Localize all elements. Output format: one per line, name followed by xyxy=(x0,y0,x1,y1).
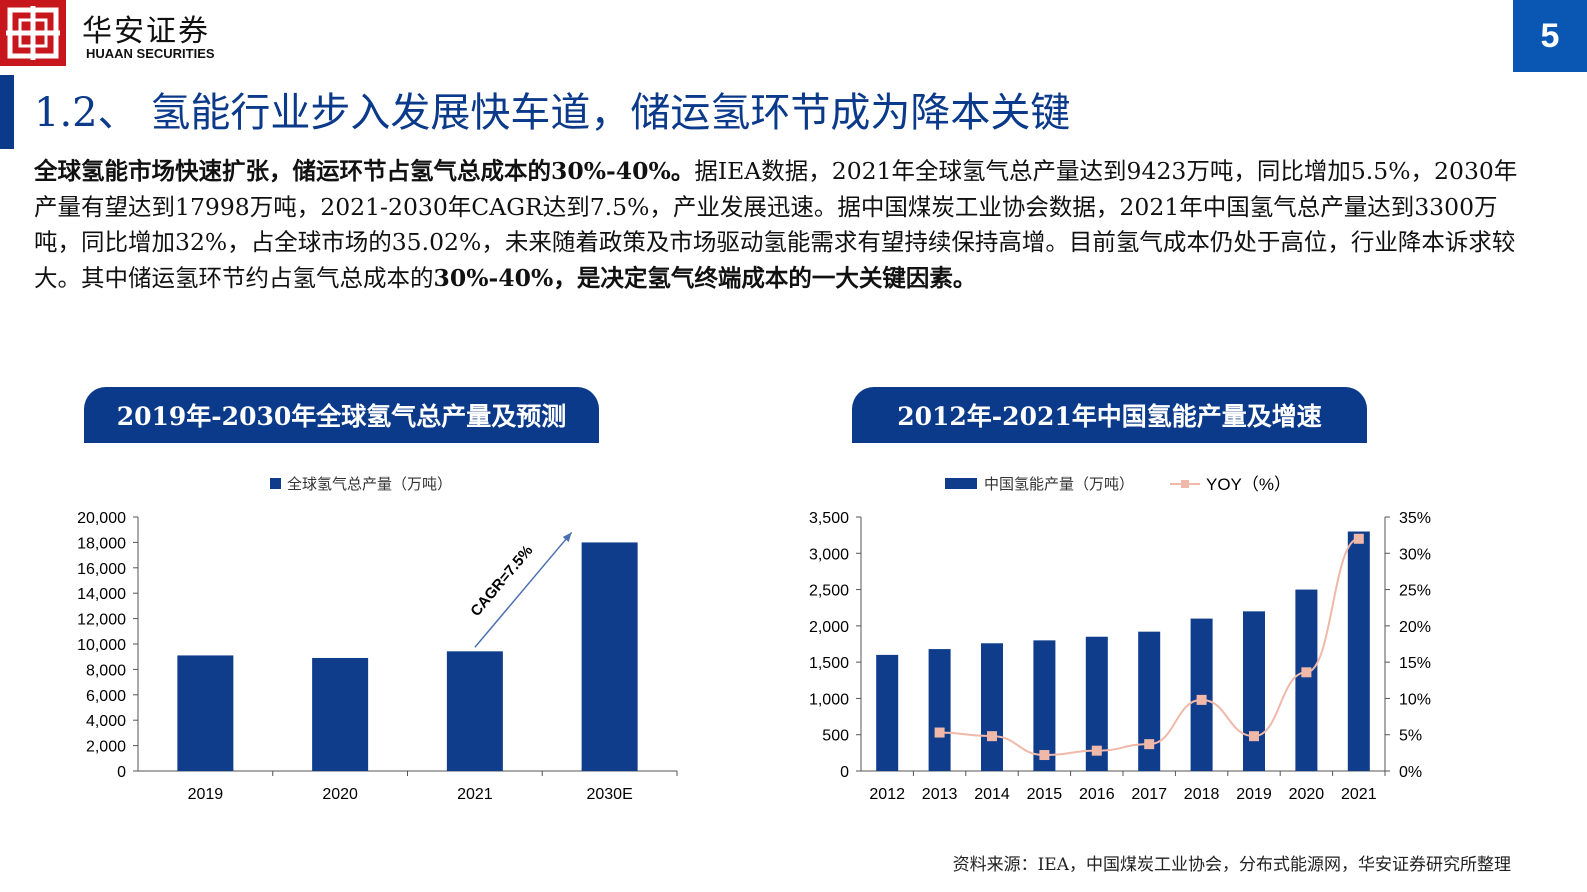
y-tick-label: 3,000 xyxy=(809,546,849,563)
y2-tick-label: 30% xyxy=(1399,546,1431,563)
bar xyxy=(981,643,1003,771)
y2-tick-label: 25% xyxy=(1399,583,1431,600)
legend-label: 全球氢气总产量（万吨） xyxy=(287,475,452,493)
title-accent-bar xyxy=(0,75,14,149)
y-tick-label: 20,000 xyxy=(77,510,126,527)
x-tick-label: 2014 xyxy=(974,786,1010,803)
yoy-point xyxy=(1039,750,1050,761)
y-tick-label: 14,000 xyxy=(77,586,126,603)
x-tick-label: 2020 xyxy=(1289,786,1325,803)
legend-line-marker xyxy=(1181,480,1189,488)
x-tick-label: 2012 xyxy=(869,786,905,803)
logo-emblem-icon xyxy=(6,6,60,60)
paragraph-body: 据IEA数据，2021年全球氢气总产量达到9423万吨，同比增加5.5%，203… xyxy=(34,157,1518,292)
y-tick-label: 12,000 xyxy=(77,612,126,629)
y2-tick-label: 20% xyxy=(1399,619,1431,636)
bar xyxy=(1295,589,1318,771)
y-tick-label: 1,500 xyxy=(809,655,849,672)
legend-bar-swatch xyxy=(945,478,977,489)
x-tick-label: 2019 xyxy=(1236,786,1272,803)
x-tick-label: 2021 xyxy=(457,786,493,803)
x-tick-label: 2015 xyxy=(1027,786,1063,803)
x-tick-label: 2019 xyxy=(188,786,224,803)
x-tick-label: 2016 xyxy=(1079,786,1115,803)
yoy-point xyxy=(1144,739,1155,750)
bar xyxy=(928,649,951,771)
y-tick-label: 16,000 xyxy=(77,561,126,578)
x-tick-label: 2020 xyxy=(322,786,358,803)
chart-title-left: 2019年-2030年全球氢气总产量及预测 xyxy=(84,387,599,443)
yoy-point xyxy=(1301,667,1312,678)
cagr-arrowhead xyxy=(562,532,572,542)
paragraph-bold-tail: 30%-40%，是决定氢气终端成本的一大关键因素。 xyxy=(433,263,977,292)
y-tick-label: 2,500 xyxy=(809,583,849,600)
yoy-point xyxy=(934,727,945,738)
cagr-annotation: CAGR=7.5% xyxy=(467,542,536,620)
x-tick-label: 2021 xyxy=(1341,786,1377,803)
y2-tick-label: 5% xyxy=(1399,728,1422,745)
y2-tick-label: 0% xyxy=(1399,764,1422,781)
y-tick-label: 1,000 xyxy=(809,691,849,708)
legend-line-label: YOY（%） xyxy=(1206,475,1291,494)
x-tick-label: 2030E xyxy=(586,786,632,803)
y-tick-label: 10,000 xyxy=(77,637,126,654)
x-tick-label: 2013 xyxy=(922,786,958,803)
bar xyxy=(1138,631,1161,771)
x-tick-label: 2018 xyxy=(1184,786,1220,803)
legend-swatch xyxy=(270,478,281,489)
y-tick-label: 500 xyxy=(822,728,849,745)
page-title: 1.2、 氢能行业步入发展快车道，储运氢环节成为降本关键 xyxy=(34,90,1071,136)
bar xyxy=(177,655,234,771)
paragraph-bold-lead: 全球氢能市场快速扩张，储运环节占氢气总成本的30%-40%。 xyxy=(34,157,695,185)
page-number: 5 xyxy=(1513,0,1587,72)
y-tick-label: 8,000 xyxy=(86,662,126,679)
y-tick-label: 2,000 xyxy=(86,739,126,756)
x-tick-label: 2017 xyxy=(1131,786,1167,803)
y-tick-label: 0 xyxy=(840,764,849,781)
source-note: 资料来源：IEA，中国煤炭工业协会，分布式能源网，华安证券研究所整理 xyxy=(952,855,1511,875)
yoy-point xyxy=(1249,731,1259,742)
y-tick-label: 2,000 xyxy=(809,619,849,636)
cagr-arrow xyxy=(474,531,573,648)
yoy-point xyxy=(1196,694,1207,705)
global-hydrogen-chart: 全球氢气总产量（万吨） 0 2,000 4,000 6,000 8,000 10,000 12… xyxy=(77,475,678,803)
y-tick-label: 4,000 xyxy=(86,713,126,730)
y-tick-label: 18,000 xyxy=(77,535,126,552)
bar xyxy=(1243,611,1265,771)
yoy-point xyxy=(987,731,997,742)
y2-tick-label: 15% xyxy=(1399,655,1431,672)
bar xyxy=(446,651,503,771)
bar xyxy=(1085,636,1108,771)
y-tick-label: 3,500 xyxy=(809,510,849,527)
chart-title-right: 2012年-2021年中国氢能产量及增速 xyxy=(852,387,1367,443)
y-tick-label: 0 xyxy=(117,764,126,781)
bar xyxy=(876,654,899,771)
logo-mark xyxy=(0,0,66,66)
yoy-point xyxy=(1353,533,1364,544)
y2-tick-label: 35% xyxy=(1399,510,1431,527)
logo-cn: 华安证券 xyxy=(82,14,210,49)
y2-tick-label: 10% xyxy=(1399,691,1431,708)
logo-en: HUAAN SECURITIES xyxy=(86,46,215,61)
bar xyxy=(1190,618,1213,771)
china-hydrogen-chart: 中国氢能产量（万吨） YOY（%） 0 500 1,000 1,500 2,000 2,500… xyxy=(809,475,1431,803)
bar xyxy=(1033,640,1056,771)
summary-paragraph: 全球氢能市场快速扩张，储运环节占氢气总成本的30%-40%。据IEA数据，202… xyxy=(34,154,1524,296)
bar xyxy=(581,542,638,771)
y-tick-label: 6,000 xyxy=(86,688,126,705)
legend-bar-label: 中国氢能产量（万吨） xyxy=(984,476,1134,493)
bar xyxy=(1347,531,1370,771)
bar xyxy=(312,657,369,771)
yoy-point xyxy=(1091,745,1102,756)
